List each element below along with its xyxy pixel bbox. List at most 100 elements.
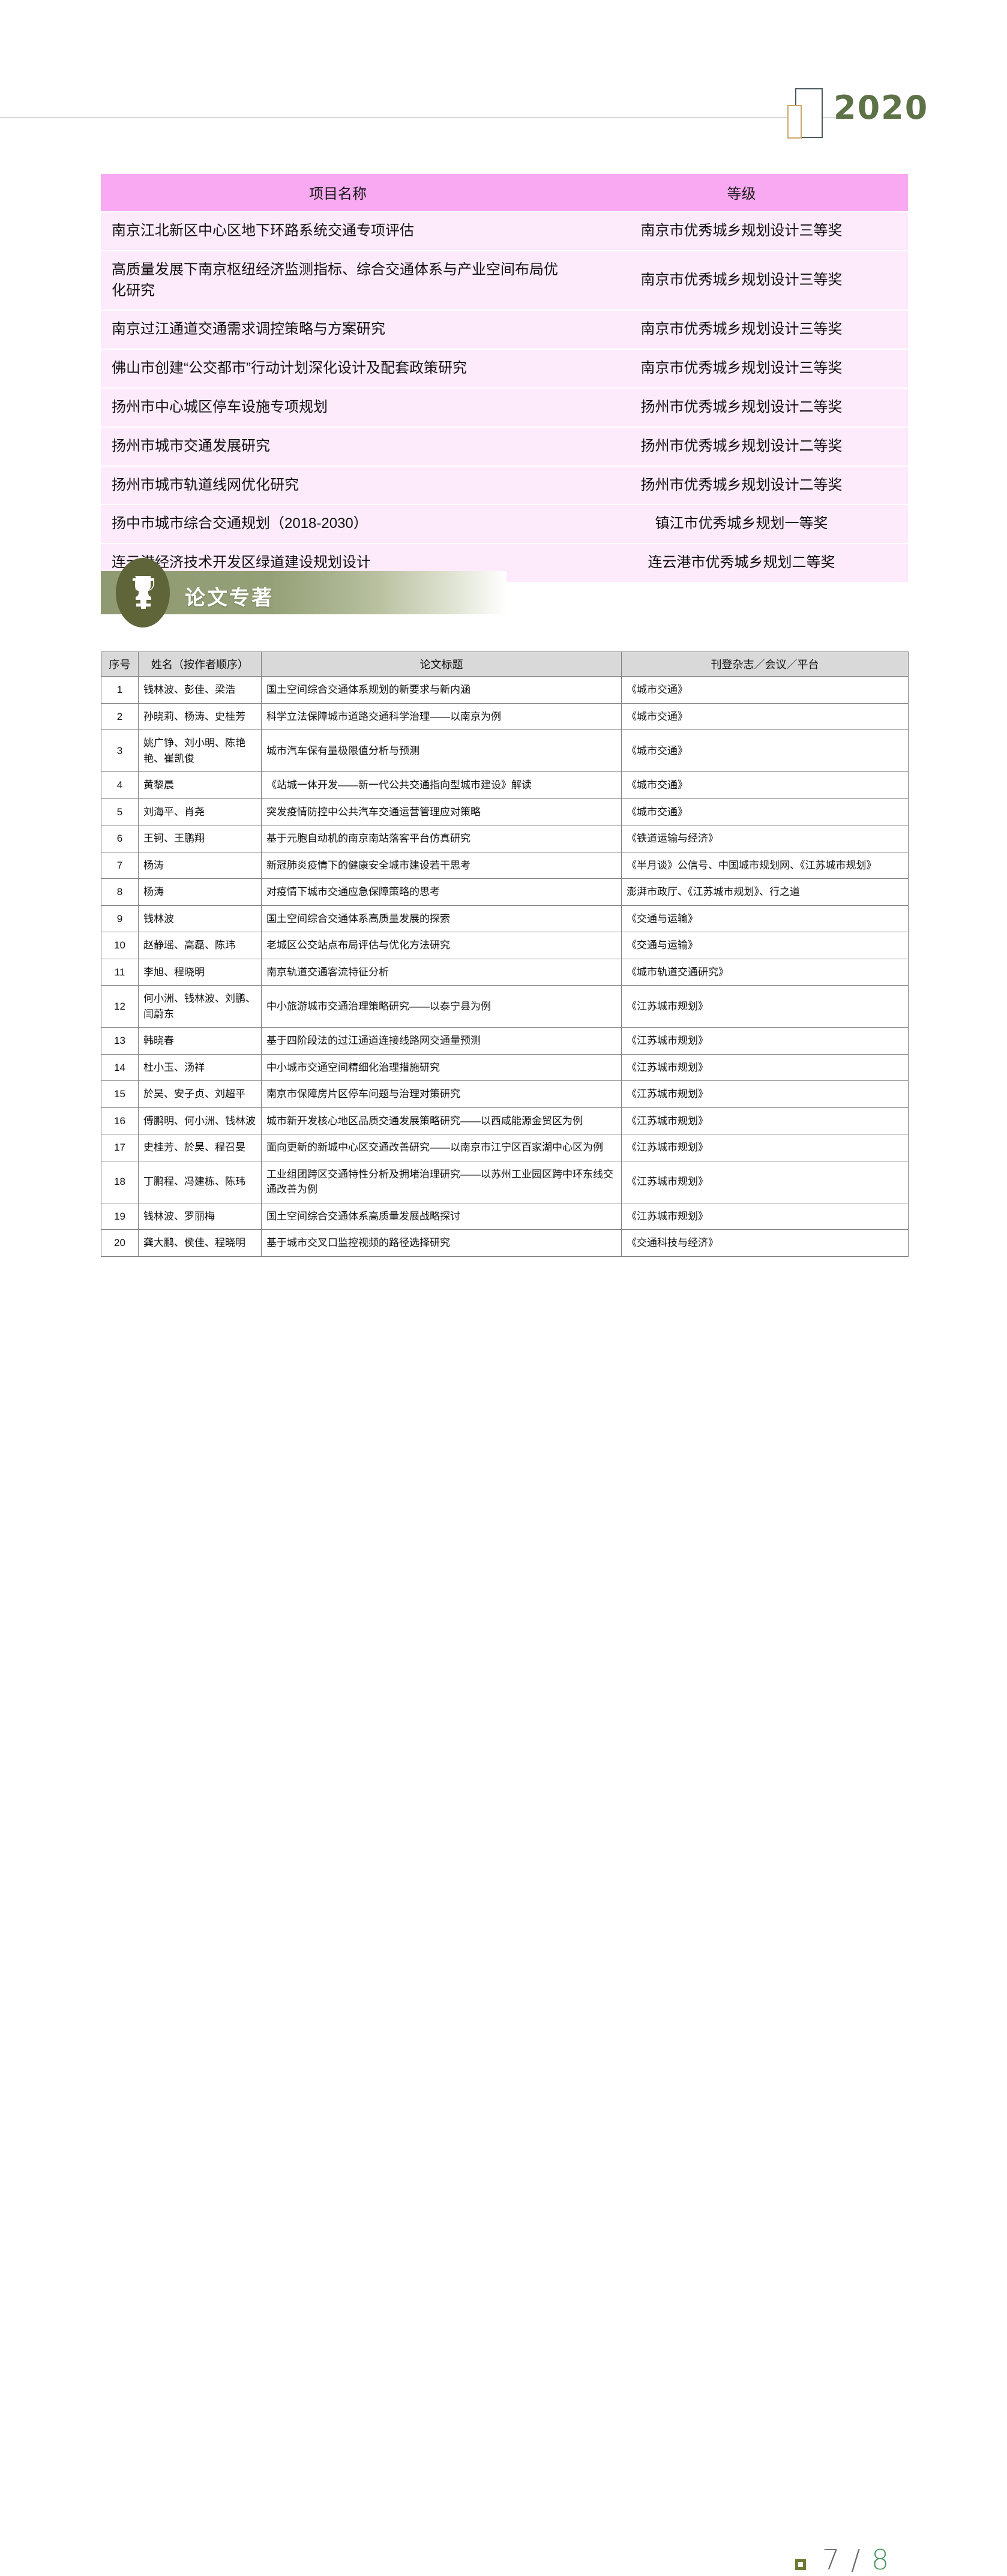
papers-cell-index: 20 — [101, 1229, 139, 1257]
papers-cell-index: 14 — [101, 1053, 139, 1081]
papers-table-header-row: 序号 姓名（按作者顺序） 论文标题 刊登杂志／会议／平台 — [101, 651, 909, 677]
papers-cell-index: 18 — [101, 1160, 139, 1203]
papers-cell-title: 南京轨道交通客流特征分析 — [261, 958, 622, 986]
papers-cell-venue: 《江苏城市规划》 — [621, 1134, 909, 1161]
papers-cell-venue: 《江苏城市规划》 — [621, 1160, 909, 1203]
papers-cell-authors: 龚大鹏、侯佳、程晓明 — [138, 1229, 262, 1257]
papers-cell-venue: 《江苏城市规划》 — [621, 1080, 909, 1108]
papers-cell-index: 17 — [101, 1134, 139, 1161]
table-row: 17 史桂芳、於昊、程召旻 面向更新的新城中心区交通改善研究——以南京市江宁区百家湖… — [101, 1134, 909, 1161]
table-row: 9 钱林波 国土空间综合交通体系高质量发展的探索 《交通与运输》 — [101, 905, 909, 932]
page-header: 2020 — [0, 0, 1007, 139]
awards-table: 项目名称 等级 南京江北新区中心区地下环路系统交通专项评估 南京市优秀城乡规划设计… — [101, 173, 908, 583]
papers-cell-authors: 於昊、安子贞、刘超平 — [138, 1080, 262, 1108]
papers-cell-index: 8 — [101, 878, 139, 906]
awards-cell-name: 扬州市城市交通发展研究 — [101, 427, 575, 466]
papers-cell-authors: 刘海平、肖尧 — [138, 798, 262, 825]
papers-cell-authors: 黄黎晨 — [138, 771, 262, 799]
awards-cell-name: 高质量发展下南京枢纽经济监测指标、综合交通体系与产业空间布局优化研究 — [101, 251, 575, 310]
papers-cell-venue: 《城市交通》 — [621, 798, 909, 825]
table-row: 7 杨涛 新冠肺炎疫情下的健康安全城市建设若干思考 《半月谈》公信号、中国城市规划网、… — [101, 851, 909, 879]
table-row: 11 李旭、程晓明 南京轨道交通客流特征分析 《城市轨道交通研究》 — [101, 958, 909, 986]
papers-cell-title: 面向更新的新城中心区交通改善研究——以南京市江宁区百家湖中心区为例 — [261, 1134, 622, 1161]
papers-cell-index: 9 — [101, 905, 139, 932]
awards-cell-grade: 南京市优秀城乡规划设计三等奖 — [575, 212, 908, 250]
papers-cell-title: 南京市保障房片区停车问题与治理对策研究 — [261, 1080, 622, 1108]
papers-cell-title: 城市新开发核心地区品质交通发展策略研究——以西咸能源金贸区为例 — [261, 1107, 622, 1134]
papers-cell-title: 老城区公交站点布局评估与优化方法研究 — [261, 932, 622, 959]
papers-cell-venue: 《铁道运输与经济》 — [621, 825, 909, 852]
papers-cell-title: 基于元胞自动机的南京南站落客平台仿真研究 — [261, 825, 622, 852]
table-row: 8 杨涛 对疫情下城市交通应急保障策略的思考 澎湃市政厅、《江苏城市规划》、行之道 — [101, 878, 909, 906]
papers-cell-authors: 杜小玉、汤祥 — [138, 1053, 262, 1081]
papers-cell-venue: 《城市交通》 — [621, 702, 909, 730]
header-decor-box-inner — [787, 105, 802, 139]
papers-cell-title: 国土空间综合交通体系规划的新要求与新内涵 — [261, 676, 622, 704]
awards-cell-name: 南京过江通道交通需求调控策略与方案研究 — [101, 311, 575, 349]
papers-cell-venue: 澎湃市政厅、《江苏城市规划》、行之道 — [621, 878, 909, 906]
papers-table: 序号 姓名（按作者顺序） 论文标题 刊登杂志／会议／平台 1 钱林波、彭佳、梁浩国… — [101, 651, 909, 1257]
papers-cell-authors: 赵静瑶、高磊、陈玮 — [138, 932, 262, 959]
papers-col-header-index: 序号 — [101, 651, 139, 677]
page-number-total: 8 — [871, 2544, 891, 2576]
papers-cell-title: 国土空间综合交通体系高质量发展的探索 — [261, 905, 622, 932]
papers-cell-index: 12 — [101, 985, 139, 1028]
papers-cell-index: 6 — [101, 825, 139, 852]
papers-cell-venue: 《江苏城市规划》 — [621, 1027, 909, 1055]
awards-cell-grade: 南京市优秀城乡规划设计三等奖 — [575, 251, 908, 310]
papers-cell-venue: 《城市交通》 — [621, 771, 909, 799]
table-row: 14 杜小玉、汤祥 中小城市交通空间精细化治理措施研究 《江苏城市规划》 — [101, 1053, 909, 1081]
papers-cell-authors: 王钶、王鹏翔 — [138, 825, 262, 852]
table-row: 20 龚大鹏、侯佳、程晓明 基于城市交叉口监控视频的路径选择研究 《交通科技与经济》 — [101, 1229, 909, 1257]
table-row: 18 丁鹏程、冯建栋、陈玮 工业组团跨区交通特性分析及拥堵治理研究——以苏州工业园区… — [101, 1160, 909, 1203]
papers-cell-venue: 《交通与运输》 — [621, 905, 909, 932]
papers-cell-authors: 李旭、程晓明 — [138, 958, 262, 986]
papers-cell-index: 3 — [101, 729, 139, 772]
papers-cell-title: 突发疫情防控中公共汽车交通运营管理应对策略 — [261, 798, 622, 825]
papers-cell-index: 7 — [101, 851, 139, 879]
table-row: 6 王钶、王鹏翔 基于元胞自动机的南京南站落客平台仿真研究 《铁道运输与经济》 — [101, 825, 909, 852]
table-row: 15 於昊、安子贞、刘超平 南京市保障房片区停车问题与治理对策研究 《江苏城市规划》 — [101, 1080, 909, 1108]
papers-cell-index: 2 — [101, 702, 139, 730]
awards-cell-grade: 南京市优秀城乡规划设计三等奖 — [575, 350, 908, 388]
page-number-separator: / — [850, 2544, 862, 2576]
papers-cell-venue: 《江苏城市规划》 — [621, 1053, 909, 1081]
papers-cell-index: 19 — [101, 1202, 139, 1230]
awards-cell-name: 佛山市创建“公交都市”行动计划深化设计及配套政策研究 — [101, 350, 575, 388]
papers-cell-venue: 《城市轨道交通研究》 — [621, 958, 909, 986]
papers-cell-authors: 杨涛 — [138, 851, 262, 879]
table-row: 扬州市中心城区停车设施专项规划 扬州市优秀城乡规划设计二等奖 — [101, 388, 908, 427]
papers-cell-authors: 钱林波、彭佳、梁浩 — [138, 676, 262, 704]
footer-square-icon — [795, 2559, 806, 2570]
header-year: 2020 — [834, 89, 929, 127]
papers-cell-title: 基于四阶段法的过江通道连接线路网交通量预测 — [261, 1027, 622, 1055]
papers-cell-venue: 《江苏城市规划》 — [621, 1107, 909, 1134]
table-row: 4 黄黎晨 《站城一体开发——新一代公共交通指向型城市建设》解读 《城市交通》 — [101, 771, 909, 799]
table-row: 扬中市城市综合交通规划（2018-2030） 镇江市优秀城乡规划一等奖 — [101, 505, 908, 544]
page-number-current: 7 — [822, 2544, 841, 2576]
papers-cell-authors: 钱林波 — [138, 905, 262, 932]
table-row: 12 何小洲、钱林波、刘鹏、闫蔚东 中小旅游城市交通治理策略研究——以泰宁县为例 《江… — [101, 985, 909, 1028]
papers-col-header-authors: 姓名（按作者顺序） — [138, 651, 262, 677]
papers-cell-title: 城市汽车保有量极限值分析与预测 — [261, 729, 622, 772]
papers-cell-authors: 韩晓春 — [138, 1027, 262, 1055]
table-row: 10 赵静瑶、高磊、陈玮 老城区公交站点布局评估与优化方法研究 《交通与运输》 — [101, 932, 909, 959]
table-row: 2 孙晓莉、杨涛、史桂芳 科学立法保障城市道路交通科学治理——以南京为例 《城市交通》 — [101, 702, 909, 730]
awards-table-body: 南京江北新区中心区地下环路系统交通专项评估 南京市优秀城乡规划设计三等奖 高质量发展… — [101, 212, 908, 582]
papers-col-header-venue: 刊登杂志／会议／平台 — [621, 651, 909, 677]
papers-cell-venue: 《半月谈》公信号、中国城市规划网、《江苏城市规划》 — [621, 851, 909, 879]
papers-cell-index: 4 — [101, 771, 139, 799]
papers-cell-index: 16 — [101, 1107, 139, 1134]
table-row: 南京江北新区中心区地下环路系统交通专项评估 南京市优秀城乡规划设计三等奖 — [101, 212, 908, 250]
papers-cell-venue: 《江苏城市规划》 — [621, 1202, 909, 1230]
papers-cell-venue: 《江苏城市规划》 — [621, 985, 909, 1028]
table-row: 19 钱林波、罗丽梅 国土空间综合交通体系高质量发展战略探讨 《江苏城市规划》 — [101, 1202, 909, 1230]
awards-cell-name: 扬州市城市轨道线网优化研究 — [101, 466, 575, 505]
papers-cell-authors: 杨涛 — [138, 878, 262, 906]
papers-cell-authors: 何小洲、钱林波、刘鹏、闫蔚东 — [138, 985, 262, 1028]
table-row: 南京过江通道交通需求调控策略与方案研究 南京市优秀城乡规划设计三等奖 — [101, 311, 908, 349]
papers-col-header-title: 论文标题 — [261, 651, 622, 677]
papers-cell-authors: 孙晓莉、杨涛、史桂芳 — [138, 702, 262, 730]
awards-table-header-row: 项目名称 等级 — [101, 174, 908, 211]
papers-cell-index: 5 — [101, 798, 139, 825]
